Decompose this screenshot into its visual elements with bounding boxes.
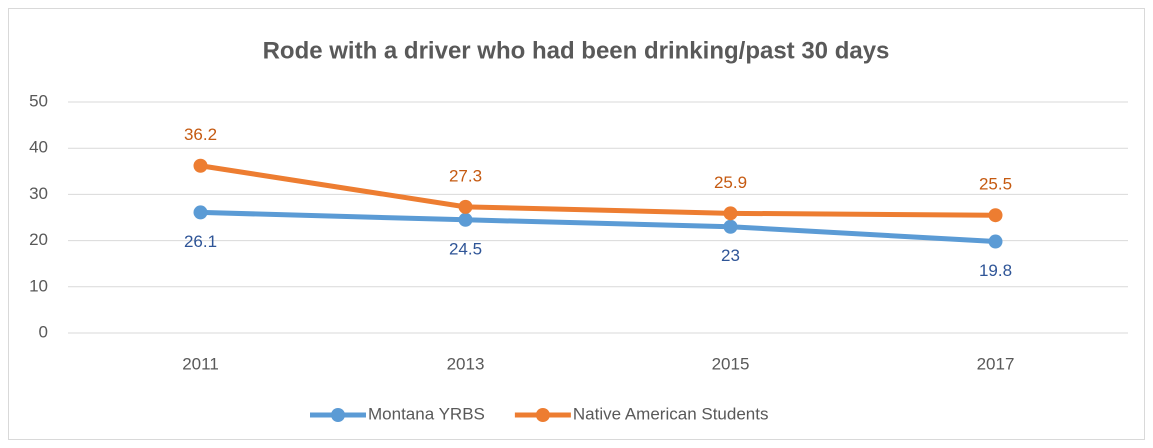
data-point — [458, 199, 473, 214]
x-tick-label: 2017 — [977, 354, 1015, 373]
series-line — [200, 209, 996, 245]
series-line — [200, 163, 996, 218]
data-point — [723, 206, 738, 221]
y-tick-label: 20 — [29, 230, 48, 249]
data-point — [988, 208, 1003, 223]
x-tick-label: 2015 — [712, 354, 750, 373]
legend-marker — [535, 408, 550, 422]
data-label: 27.3 — [449, 166, 482, 185]
data-point — [458, 212, 473, 227]
data-point — [193, 158, 208, 173]
x-tick-label: 2011 — [182, 354, 219, 373]
legend-label: Montana YRBS — [368, 404, 485, 423]
data-point — [988, 234, 1003, 249]
data-label: 25.9 — [714, 173, 747, 192]
y-tick-label: 40 — [29, 138, 48, 157]
data-label: 23 — [721, 246, 740, 265]
y-tick-label: 30 — [29, 184, 48, 203]
data-point — [723, 219, 738, 234]
data-point — [193, 205, 208, 220]
legend-label: Native American Students — [573, 404, 769, 423]
chart-title: Rode with a driver who had been drinking… — [263, 37, 890, 64]
data-label: 26.1 — [184, 232, 217, 251]
y-tick-label: 0 — [39, 322, 48, 341]
data-label: 25.5 — [979, 175, 1012, 194]
y-tick-label: 10 — [29, 276, 48, 295]
y-tick-label: 50 — [29, 91, 48, 110]
data-label: 36.2 — [184, 125, 217, 144]
x-tick-label: 2013 — [447, 354, 485, 373]
data-label: 24.5 — [449, 239, 482, 258]
legend-marker — [331, 408, 345, 422]
data-label: 19.8 — [979, 261, 1012, 280]
